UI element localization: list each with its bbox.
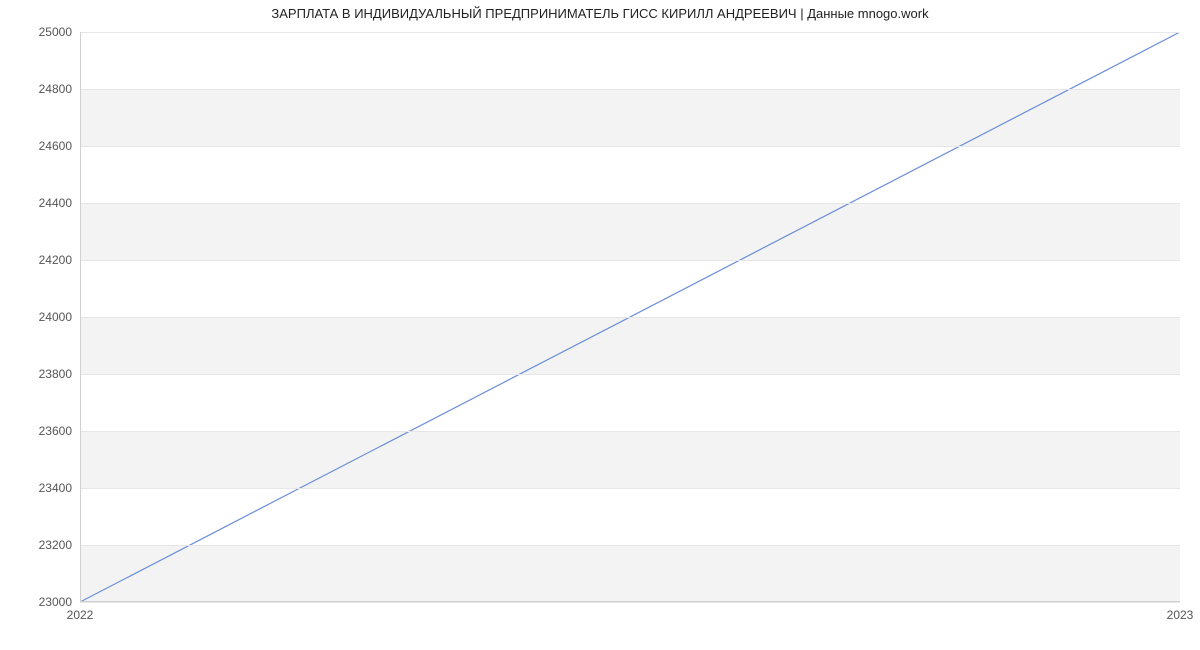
y-tick-label: 23600 (39, 424, 72, 438)
salary-line-chart: ЗАРПЛАТА В ИНДИВИДУАЛЬНЫЙ ПРЕДПРИНИМАТЕЛ… (0, 0, 1200, 650)
y-tick-label: 25000 (39, 25, 72, 39)
y-tick-label: 23000 (39, 595, 72, 609)
x-tick-label: 2023 (1167, 608, 1194, 622)
grid-line (80, 488, 1180, 489)
grid-line (80, 203, 1180, 204)
y-tick-label: 24000 (39, 310, 72, 324)
x-axis-line (80, 601, 1180, 602)
grid-line (80, 374, 1180, 375)
y-tick-label: 24600 (39, 139, 72, 153)
grid-line (80, 545, 1180, 546)
grid-line (80, 602, 1180, 603)
y-tick-label: 24200 (39, 253, 72, 267)
y-tick-label: 24400 (39, 196, 72, 210)
chart-title: ЗАРПЛАТА В ИНДИВИДУАЛЬНЫЙ ПРЕДПРИНИМАТЕЛ… (0, 6, 1200, 21)
y-tick-label: 24800 (39, 82, 72, 96)
grid-line (80, 317, 1180, 318)
y-tick-label: 23400 (39, 481, 72, 495)
plot-area: 2300023200234002360023800240002420024400… (80, 32, 1180, 602)
grid-line (80, 89, 1180, 90)
grid-line (80, 260, 1180, 261)
grid-line (80, 431, 1180, 432)
y-axis-line (80, 32, 81, 602)
grid-line (80, 146, 1180, 147)
y-tick-label: 23800 (39, 367, 72, 381)
y-tick-label: 23200 (39, 538, 72, 552)
grid-line (80, 32, 1180, 33)
x-tick-label: 2022 (67, 608, 94, 622)
